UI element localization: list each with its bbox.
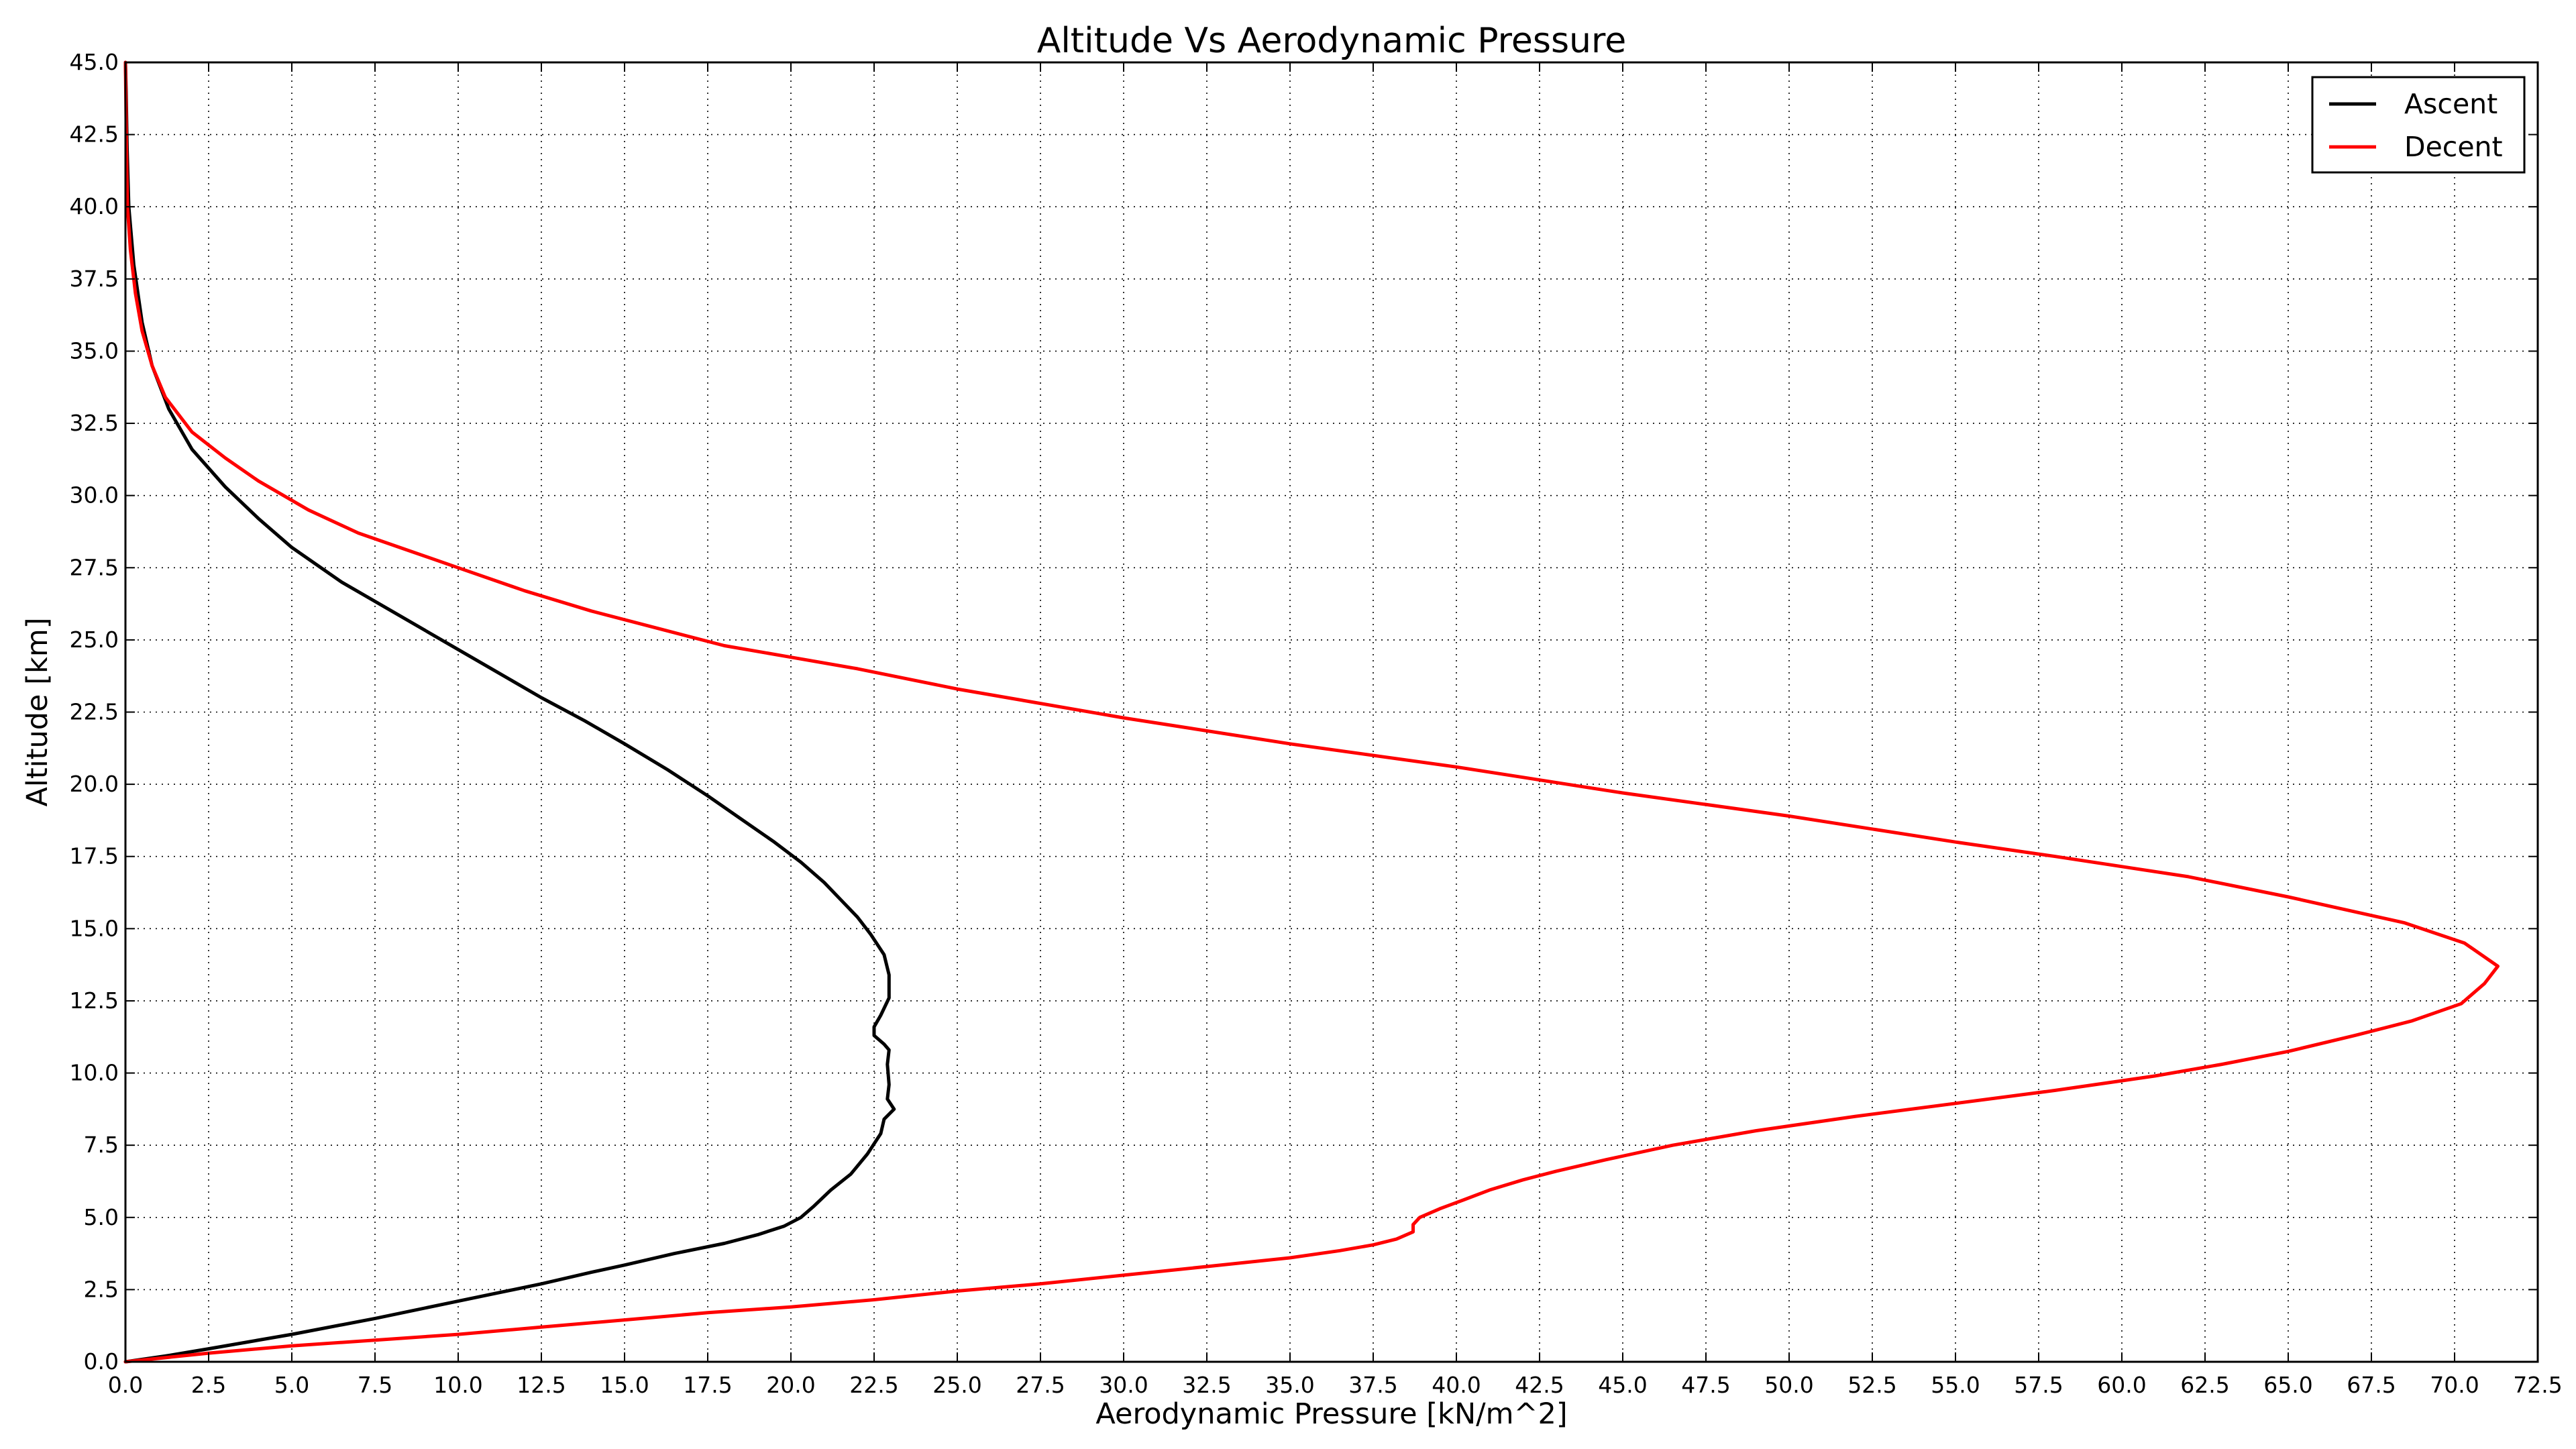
y-tick-label: 0.0 (84, 1348, 119, 1375)
x-tick-label: 30.0 (1099, 1372, 1148, 1398)
x-tick-label: 7.5 (358, 1372, 392, 1398)
x-tick-label: 22.5 (849, 1372, 898, 1398)
x-tick-label: 25.0 (932, 1372, 981, 1398)
y-tick-label: 35.0 (70, 337, 119, 364)
y-tick-label: 40.0 (70, 193, 119, 219)
y-tick-label: 22.5 (70, 699, 119, 725)
x-tick-label: 17.5 (683, 1372, 732, 1398)
x-tick-label: 52.5 (1847, 1372, 1896, 1398)
series-line-ascent (123, 60, 896, 1364)
x-tick-label: 55.0 (1931, 1372, 1980, 1398)
x-tick-label: 37.5 (1348, 1372, 1397, 1398)
x-tick-label: 35.0 (1265, 1372, 1314, 1398)
y-tick-label: 7.5 (84, 1132, 119, 1158)
axis-ticks: 0.0 2.5 5.0 7.5 10.0 12.5 15.0 17.5 20.0 22.5 25.0… (70, 49, 2563, 1398)
legend-box (2311, 76, 2526, 174)
x-tick-label: 32.5 (1182, 1372, 1231, 1398)
y-tick-label: 27.5 (70, 554, 119, 580)
x-tick-label: 67.5 (2347, 1372, 2396, 1398)
x-tick-label: 60.0 (2097, 1372, 2146, 1398)
x-tick-label: 12.5 (517, 1372, 566, 1398)
x-tick-label: 57.5 (2014, 1372, 2063, 1398)
y-tick-label: 37.5 (70, 266, 119, 292)
y-tick-label: 12.5 (70, 987, 119, 1014)
chart-title: Altitude Vs Aerodynamic Pressure (1037, 21, 1627, 61)
y-tick-label: 20.0 (70, 771, 119, 797)
y-tick-label: 45.0 (70, 49, 119, 75)
x-tick-label: 2.5 (191, 1372, 226, 1398)
x-tick-label: 70.0 (2430, 1372, 2479, 1398)
legend: Ascent Decent (2311, 76, 2526, 174)
y-tick-label: 17.5 (70, 843, 119, 869)
y-tick-label: 15.0 (70, 915, 119, 941)
legend-label-decent: Decent (2404, 131, 2503, 163)
x-tick-label: 5.0 (274, 1372, 309, 1398)
x-tick-label: 10.0 (433, 1372, 482, 1398)
x-tick-label: 62.5 (2180, 1372, 2229, 1398)
y-tick-label: 5.0 (84, 1204, 119, 1230)
y-tick-label: 2.5 (84, 1276, 119, 1302)
legend-label-ascent: Ascent (2404, 88, 2498, 120)
x-tick-label: 45.0 (1598, 1372, 1647, 1398)
x-tick-label: 27.5 (1016, 1372, 1065, 1398)
x-tick-label: 47.5 (1681, 1372, 1730, 1398)
x-tick-label: 72.5 (2513, 1372, 2562, 1398)
series-lines (123, 60, 2500, 1364)
x-tick-label: 65.0 (2263, 1372, 2312, 1398)
y-tick-label: 42.5 (70, 121, 119, 148)
x-tick-label: 50.0 (1764, 1372, 1813, 1398)
x-tick-label: 42.5 (1515, 1372, 1564, 1398)
x-tick-label: 0.0 (108, 1372, 143, 1398)
y-tick-label: 10.0 (70, 1060, 119, 1086)
y-tick-label: 25.0 (70, 627, 119, 653)
y-axis-label: Altitude [km] (21, 617, 54, 806)
x-tick-label: 40.0 (1432, 1372, 1481, 1398)
x-tick-label: 15.0 (600, 1372, 649, 1398)
y-tick-label: 30.0 (70, 482, 119, 508)
y-tick-label: 32.5 (70, 410, 119, 436)
x-tick-label: 20.0 (766, 1372, 815, 1398)
series-line-decent (123, 60, 2500, 1364)
x-axis-label: Aerodynamic Pressure [kN/m^2] (1095, 1397, 1567, 1431)
